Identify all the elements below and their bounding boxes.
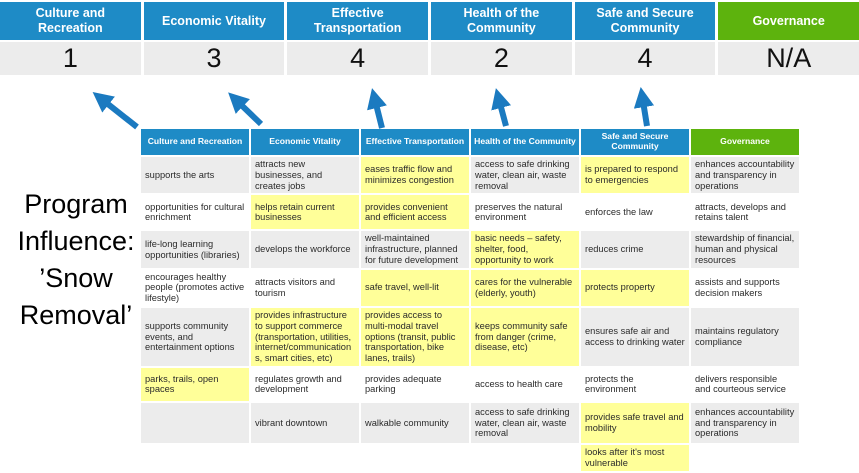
matrix-cell: supports community events, and entertain… [141, 308, 249, 366]
priority-health: Health of the Community 2 [431, 2, 572, 75]
matrix-row: supports community events, and entertain… [141, 308, 799, 366]
matrix-cell: attracts new businesses, and creates job… [251, 157, 359, 194]
matrix-cell: walkable community [361, 402, 469, 443]
matrix-cell: delivers responsible and courteous servi… [691, 367, 799, 401]
matrix-cell: provides convenient and efficient access [361, 195, 469, 230]
priority-score-culture: 1 [0, 42, 141, 75]
matrix-cell: enforces the law [581, 195, 689, 230]
matrix-cell: encourages healthy people (promotes acti… [141, 269, 249, 307]
priority-economic: Economic Vitality 3 [143, 2, 285, 75]
matrix-cell: protects property [581, 269, 689, 307]
matrix-cell [141, 444, 249, 471]
matrix-cell: helps retain current businesses [251, 195, 359, 230]
matrix-cell: supports the arts [141, 157, 249, 194]
priority-scoreboard: Culture and Recreation 1 Economic Vitali… [0, 2, 859, 75]
matrix-row: supports the arts attracts new businesse… [141, 157, 799, 194]
matrix-cell: keeps community safe from danger (crime,… [471, 308, 579, 366]
matrix-header-row: Culture and Recreation Economic Vitality… [141, 129, 799, 155]
matrix-cell: enhances accountability and transparency… [691, 157, 799, 194]
matrix-cell: regulates growth and development [251, 367, 359, 401]
matrix-cell: life-long learning opportunities (librar… [141, 231, 249, 268]
matrix-row: parks, trails, open spaces regulates gro… [141, 367, 799, 401]
priority-governance: Governance N/A [718, 2, 859, 75]
matrix-cell [141, 402, 249, 443]
matrix-row: looks after it's most vulnerable [141, 444, 799, 471]
matrix-cell: is prepared to respond to emergencies [581, 157, 689, 194]
priority-header-safety: Safe and Secure Community [574, 2, 716, 40]
matrix-cell [471, 444, 579, 471]
matrix-cell: access to safe drinking water, clean air… [471, 157, 579, 194]
matrix-header-safety: Safe and Secure Community [581, 129, 689, 155]
matrix-cell: provides safe travel and mobility [581, 402, 689, 443]
priority-score-health: 2 [431, 42, 572, 75]
priority-culture: Culture and Recreation 1 [0, 2, 141, 75]
matrix-cell [251, 444, 359, 471]
priority-score-transportation: 4 [287, 42, 429, 75]
matrix-cell: enhances accountability and transparency… [691, 402, 799, 443]
matrix-header-culture: Culture and Recreation [141, 129, 249, 155]
matrix-cell: eases traffic flow and minimizes congest… [361, 157, 469, 194]
priority-transportation: Effective Transportation 4 [287, 2, 429, 75]
matrix-cell: vibrant downtown [251, 402, 359, 443]
matrix-cell: attracts, develops and retains talent [691, 195, 799, 230]
matrix-cell: parks, trails, open spaces [141, 367, 249, 401]
matrix-cell: basic needs – safety, shelter, food, opp… [471, 231, 579, 268]
priority-header-economic: Economic Vitality [143, 2, 285, 40]
matrix-cell: opportunities for cultural enrichment [141, 195, 249, 230]
priority-matrix-table: Culture and Recreation Economic Vitality… [139, 127, 801, 473]
matrix-cell: maintains regulatory compliance [691, 308, 799, 366]
arrow-health [491, 88, 512, 127]
matrix-cell: assists and supports decision makers [691, 269, 799, 307]
matrix-cell [361, 444, 469, 471]
matrix-row: life-long learning opportunities (librar… [141, 231, 799, 268]
matrix-cell [691, 444, 799, 471]
arrow-safety [633, 86, 655, 127]
matrix-row: encourages healthy people (promotes acti… [141, 269, 799, 307]
arrow-economic [228, 92, 264, 127]
matrix-row: vibrant downtown walkable community acce… [141, 402, 799, 443]
program-influence-title: Program Influence: ’Snow Removal’ [17, 189, 135, 330]
matrix-header-transportation: Effective Transportation [361, 129, 469, 155]
matrix-header-health: Health of the Community [471, 129, 579, 155]
priority-header-culture: Culture and Recreation [0, 2, 141, 40]
matrix-cell: provides infrastructure to support comme… [251, 308, 359, 366]
matrix-cell: access to health care [471, 367, 579, 401]
matrix-cell: access to safe drinking water, clean air… [471, 402, 579, 443]
priority-header-governance: Governance [718, 2, 859, 40]
matrix-cell: provides adequate parking [361, 367, 469, 401]
priority-score-economic: 3 [143, 42, 285, 75]
matrix-row: opportunities for cultural enrichment he… [141, 195, 799, 230]
matrix-cell: protects the environment [581, 367, 689, 401]
priority-score-safety: 4 [574, 42, 716, 75]
matrix-header-governance: Governance [691, 129, 799, 155]
matrix-cell: reduces crime [581, 231, 689, 268]
matrix-cell: cares for the vulnerable (elderly, youth… [471, 269, 579, 307]
matrix-cell: looks after it's most vulnerable [581, 444, 689, 471]
matrix-header-economic: Economic Vitality [251, 129, 359, 155]
matrix-cell: ensures safe air and access to drinking … [581, 308, 689, 366]
priority-score-governance: N/A [718, 42, 859, 75]
matrix-cell: develops the workforce [251, 231, 359, 268]
priority-header-health: Health of the Community [431, 2, 572, 40]
matrix-cell: provides access to multi-modal travel op… [361, 308, 469, 366]
priority-header-transportation: Effective Transportation [287, 2, 429, 40]
matrix-cell: attracts visitors and tourism [251, 269, 359, 307]
matrix-cell: well-maintained infrastructure, planned … [361, 231, 469, 268]
arrow-transportation [367, 88, 387, 129]
priority-safety: Safe and Secure Community 4 [574, 2, 716, 75]
matrix-cell: safe travel, well-lit [361, 269, 469, 307]
arrow-culture [92, 91, 139, 130]
matrix-cell: preserves the natural environment [471, 195, 579, 230]
matrix-cell: stewardship of financial, human and phys… [691, 231, 799, 268]
